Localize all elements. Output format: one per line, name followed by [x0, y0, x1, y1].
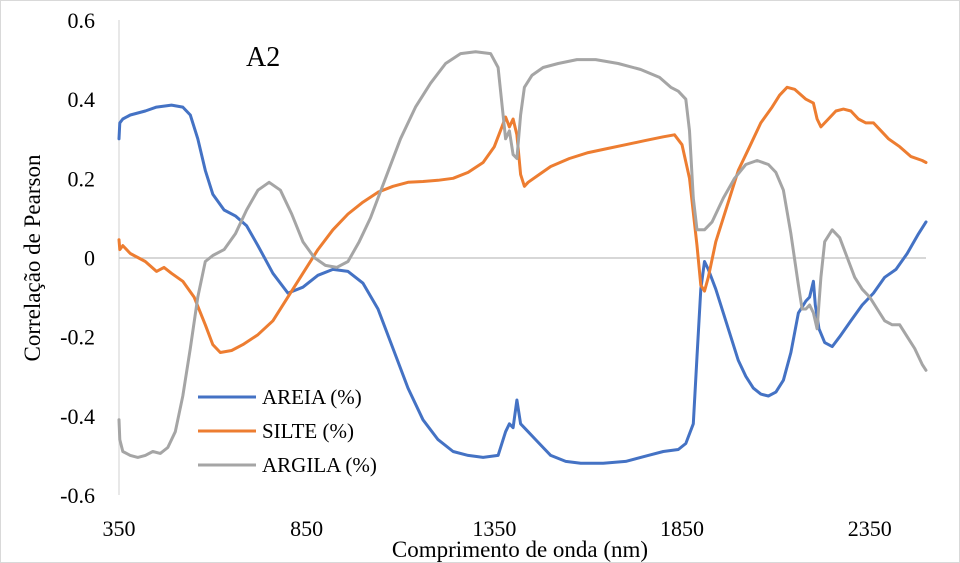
x-tick-label: 2350: [848, 516, 892, 541]
y-tick-label: 0.2: [68, 166, 96, 191]
x-tick-labels: 350 850 1350 1850 2350: [103, 516, 892, 541]
series-line-1: [117, 103, 928, 465]
legend-label-1: AREIA (%): [262, 385, 362, 409]
series-line-2: [117, 85, 928, 354]
x-tick-label: 1850: [660, 516, 704, 541]
y-axis-title: Correlação de Pearson: [20, 154, 45, 361]
x-tick-label: 1350: [472, 516, 516, 541]
y-tick-label: -0.4: [60, 404, 95, 429]
legend: AREIA (%) SILTE (%) ARGILA (%): [198, 385, 377, 477]
x-axis-title: Comprimento de onda (nm): [392, 537, 648, 562]
y-tick-label: -0.6: [60, 483, 95, 508]
y-tick-label: -0.2: [60, 325, 95, 350]
series-line-3: [117, 50, 928, 459]
legend-label-3: ARGILA (%): [262, 453, 377, 477]
legend-label-2: SILTE (%): [262, 419, 354, 443]
x-tick-label: 850: [290, 516, 323, 541]
y-tick-label: 0.4: [68, 87, 96, 112]
y-tick-label: 0: [84, 246, 95, 271]
series-lines: [117, 50, 928, 465]
y-tick-labels: 0.6 0.4 0.2 0 -0.2 -0.4 -0.6: [60, 8, 95, 508]
panel-annotation: A2: [246, 42, 280, 73]
x-tick-label: 350: [103, 516, 136, 541]
y-tick-label: 0.6: [68, 8, 96, 33]
